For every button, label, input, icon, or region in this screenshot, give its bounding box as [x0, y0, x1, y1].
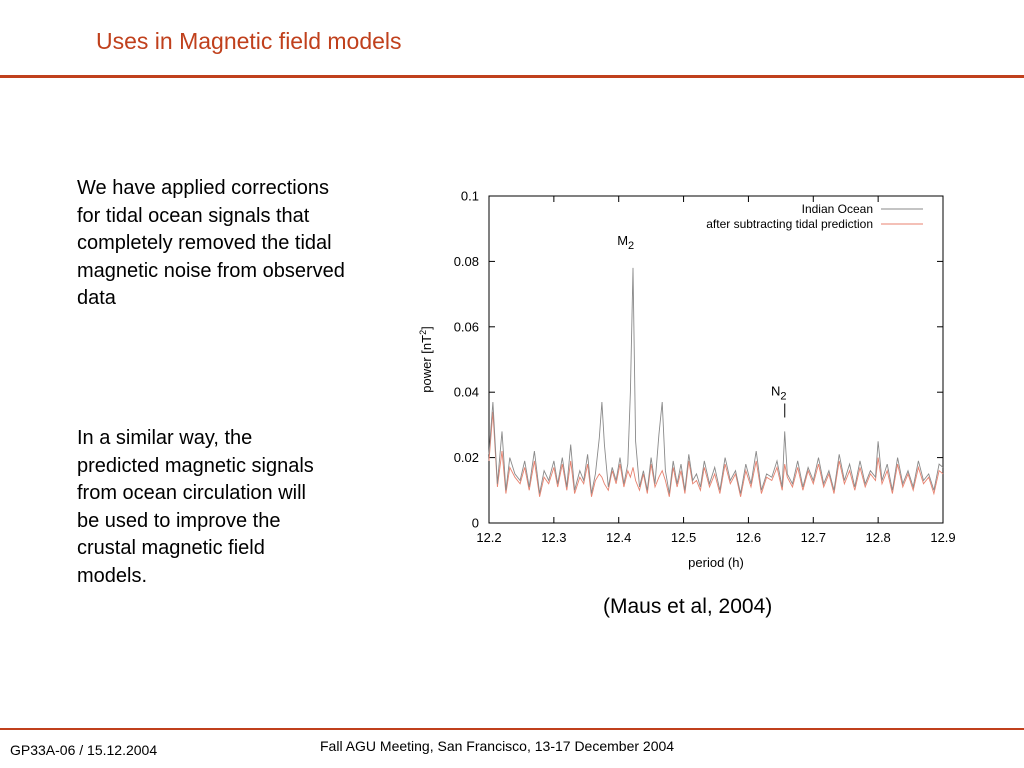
footer-session-id: GP33A-06 / 15.12.2004 [10, 742, 158, 758]
series-line-1 [488, 411, 944, 497]
y-axis-label-sup: 2 [418, 330, 428, 335]
peak-annotation-sub: 2 [628, 240, 634, 252]
slide-title: Uses in Magnetic field models [96, 28, 402, 54]
title-divider [0, 75, 1024, 78]
x-tick-label: 12.6 [736, 530, 761, 545]
x-tick-label: 12.4 [606, 530, 631, 545]
y-tick-label: 0.1 [461, 189, 479, 204]
paragraph-future-use: In a similar way, the predicted magnetic… [77, 425, 367, 590]
y-axis-label-main: power [nT [419, 335, 434, 393]
paragraph-line: We have applied corrections [77, 177, 329, 199]
legend-label: Indian Ocean [802, 202, 873, 216]
x-axis-label: period (h) [688, 555, 744, 570]
paragraph-corrections: We have applied corrections for tidal oc… [77, 175, 397, 313]
paragraph-line: magnetic noise from observed [77, 259, 345, 282]
paragraph-line: crustal magnetic field [77, 537, 265, 559]
legend-label: after subtracting tidal prediction [706, 217, 873, 231]
x-tick-label: 12.9 [930, 530, 955, 545]
y-tick-label: 0.02 [454, 450, 479, 465]
footer-meeting: Fall AGU Meeting, San Francisco, 13-17 D… [320, 738, 675, 754]
x-tick-label: 12.5 [671, 530, 696, 545]
x-tick-label: 12.7 [801, 530, 826, 545]
y-axis-label: power [nT2] [418, 326, 434, 392]
y-tick-label: 0 [472, 516, 479, 531]
peak-annotation: N2 [771, 383, 787, 402]
paragraph-line: In a similar way, the [77, 427, 253, 449]
peak-annotation-sub: 2 [780, 390, 786, 402]
y-tick-label: 0.04 [454, 385, 479, 400]
x-tick-label: 12.3 [541, 530, 566, 545]
peak-annotation-label: N [771, 383, 780, 398]
y-axis-label-end: ] [419, 326, 434, 330]
citation: (Maus et al, 2004) [603, 595, 773, 618]
plot-frame [488, 195, 944, 524]
y-tick-label: 0.06 [454, 319, 479, 334]
footer-divider [0, 728, 1024, 730]
paragraph-line: completely removed the tidal [77, 232, 332, 254]
y-tick-label: 0.08 [454, 254, 479, 269]
paragraph-line: for tidal ocean signals that [77, 204, 310, 227]
series-line-0 [488, 267, 944, 494]
peak-annotation-label: M [617, 233, 628, 248]
paragraph-line: models. [77, 564, 148, 587]
paragraph-line: from ocean circulation will [77, 482, 306, 504]
paragraph-line: predicted magnetic signals [77, 454, 314, 477]
peak-annotation: M2 [617, 233, 634, 252]
paragraph-line: data [77, 287, 116, 309]
x-tick-label: 12.8 [865, 530, 890, 545]
paragraph-line: be used to improve the [77, 509, 281, 532]
x-tick-label: 12.2 [476, 530, 501, 545]
power-spectrum-chart: 12.2 12.3 12.4 12.5 12.6 12.7 12.8 12.9 0 0.02 0.0… [418, 189, 956, 571]
